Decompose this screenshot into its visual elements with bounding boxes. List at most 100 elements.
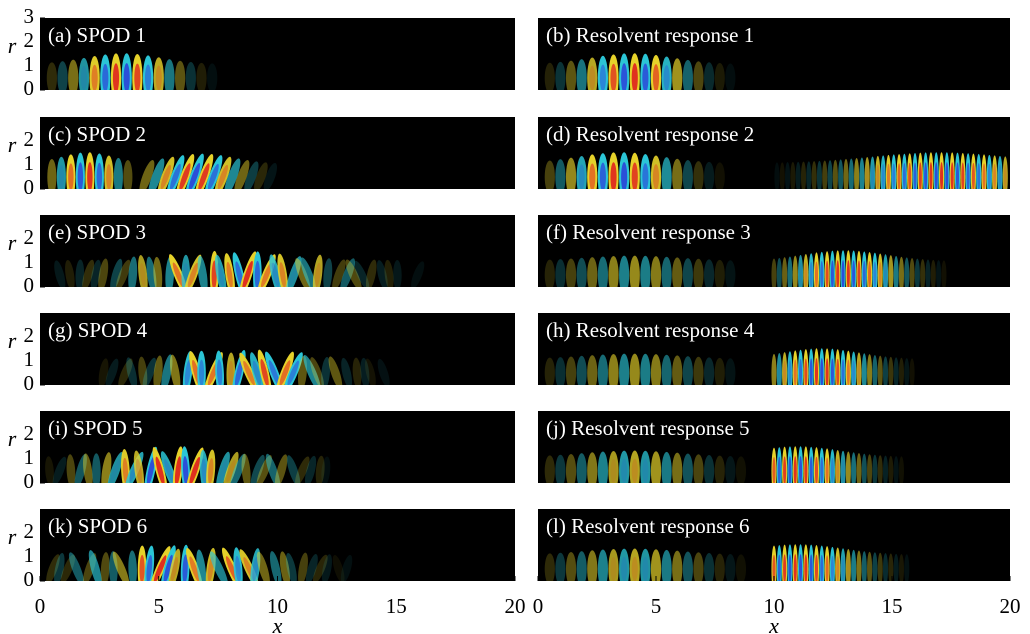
wave-blob [153,355,163,385]
wave-blob [365,259,377,287]
wave-blob [867,454,873,483]
wave-core [242,260,253,287]
wave-blob [224,158,241,189]
wave-blob [544,357,555,385]
wave-core [929,162,933,189]
panel-title: (h) Resolvent response 4 [546,318,755,342]
wave-blob [565,60,577,90]
wave-core [804,358,808,385]
wave-core [830,457,834,483]
wave-blob [682,258,693,287]
x-tick-label: 20 [1000,594,1021,618]
wave-core [610,162,617,189]
y-tick-label: 1 [24,543,35,567]
wave-core [187,262,199,287]
wave-blob [914,258,920,287]
wave-blob [808,253,814,287]
wave-blob [285,553,297,581]
wave-blob [714,259,725,287]
wave-core [804,554,808,581]
wave-blob [116,259,131,287]
wave-core [642,63,649,90]
wave-core [96,162,103,189]
wave-blob [565,157,577,189]
wave-core [772,554,776,581]
wave-core [873,261,877,287]
wave-core [940,162,944,189]
wave-blob [661,157,672,189]
wave-blob [693,552,704,581]
wave-blob [774,162,780,189]
wave-core [971,162,975,189]
wave-blob [782,257,788,287]
wave-blob [867,551,873,581]
wave-blob [629,450,640,483]
wave-blob [672,355,683,385]
panel-title: (e) SPOD 3 [48,220,146,244]
x-tick-label: 5 [651,594,662,618]
wave-core [841,260,845,287]
wave-blob [661,549,672,581]
wave-core [226,261,233,287]
y-tick-label: 1 [24,249,35,273]
wave-core [876,164,880,189]
wave-blob [332,259,346,287]
wave-core [883,262,888,287]
wave-blob [872,552,878,581]
wave-blob [640,450,651,483]
y-tick-label: 1 [24,151,35,175]
wave-core [868,261,872,287]
wave-core [982,163,986,189]
wave-core [621,63,628,90]
wave-blob [305,554,318,581]
wave-blob [997,155,1003,189]
wave-blob [214,254,227,287]
wave-blob [555,357,566,385]
wave-blob [851,452,857,483]
wave-blob [771,353,777,385]
wave-core [799,262,803,287]
wave-core [179,163,191,189]
wave-blob [714,553,725,581]
wave-blob [779,162,785,189]
wave-core [804,262,808,287]
wave-core [260,358,269,385]
wave-blob [888,455,894,483]
wave-core [228,360,234,385]
wave-core [610,458,617,483]
wave-blob [341,357,353,385]
wave-blob [785,162,791,189]
y-axis-label: r [8,33,17,58]
field-layer [544,348,915,385]
wave-core [857,360,861,385]
wave-core [783,554,787,581]
wave-core [252,556,259,581]
wave-blob [565,551,577,581]
wave-blob [877,253,883,287]
wave-blob [384,259,394,287]
wave-blob [888,356,894,385]
wave-core [155,456,165,483]
wave-blob [925,259,931,287]
y-tick-label: 0 [24,371,35,395]
wave-blob [323,258,333,287]
wave-blob [859,157,865,189]
wave-core [144,64,152,90]
wave-core [886,163,890,189]
wave-core [198,359,205,385]
wave-blob [576,59,587,90]
wave-core [123,63,130,90]
wave-core [631,458,638,483]
wave-blob [555,552,566,581]
wave-blob [133,450,145,483]
wave-blob [597,256,608,287]
wave-core [87,162,93,189]
wave-core [820,358,824,385]
y-tick-label: 2 [24,519,35,543]
wave-blob [920,259,926,287]
wave-blob [265,453,281,483]
wave-blob [650,451,662,483]
wave-blob [256,551,270,581]
wave-core [814,456,819,483]
wave-blob [142,357,157,385]
